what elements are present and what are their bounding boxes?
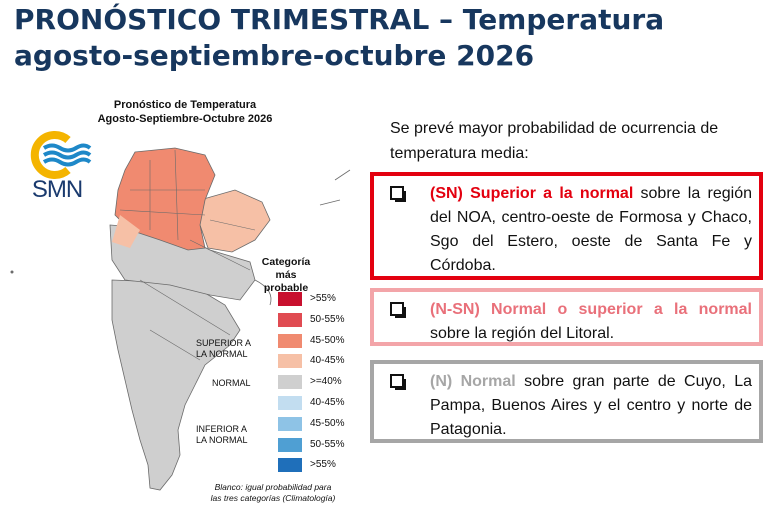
legend-item: 45-50%: [278, 416, 368, 431]
forecast-item-text: (N-SN) Normal o superior a la normal sob…: [430, 298, 752, 346]
legend-label: 45-50%: [310, 417, 345, 429]
forecast-item-normal-superior: (N-SN) Normal o superior a la normal sob…: [370, 288, 763, 346]
smn-logo-text: SMN: [31, 176, 83, 203]
forecast-item-rest: sobre la región del NOA, centro-oeste de…: [430, 185, 752, 274]
legend-label: 50-55%: [310, 438, 345, 450]
legend-item: >=40%: [278, 375, 368, 390]
forecast-item-text: (SN) Superior a la normal sobre la regió…: [430, 182, 752, 278]
legend-swatch: [278, 416, 302, 431]
legend-category-normal: NORMAL: [212, 378, 251, 388]
legend-label: >55%: [310, 293, 336, 304]
legend-label: >55%: [310, 459, 336, 471]
legend-item: 40-45%: [278, 396, 368, 410]
page-title-line2: agosto-septiembre-octubre 2026: [14, 39, 535, 72]
map-footnote-line1: Blanco: igual probabilidad para: [214, 482, 332, 492]
forecast-item-rest: sobre la región del Litoral.: [430, 325, 615, 342]
legend-item: >55%: [278, 458, 368, 473]
forecast-item-superior: (SN) Superior a la normal sobre la regió…: [370, 172, 763, 280]
legend-item: 45-50%: [278, 333, 368, 348]
smn-logo: SMN: [22, 130, 92, 210]
map-region-patagonia: [111, 279, 241, 491]
forecast-item-rest: sobre gran parte de Cuyo, La Pampa, Buen…: [430, 373, 753, 438]
map-title-line1: Pronóstico de Temperatura: [113, 99, 257, 111]
legend-swatch: [278, 333, 302, 348]
map-region-transition: [112, 215, 140, 248]
legend-swatch: [278, 312, 302, 327]
forecast-item-highlight: (N-SN) Normal o superior a la normal: [430, 301, 752, 318]
legend-swatch: [278, 292, 302, 306]
legend-swatch: [278, 396, 302, 410]
checkbox-icon: [390, 302, 406, 318]
forecast-item-highlight: (N) Normal: [430, 373, 516, 390]
legend-label: 40-45%: [310, 397, 345, 408]
legend-category-superior-line1: SUPERIOR A: [196, 338, 252, 348]
legend-category-superior-line2: LA NORMAL: [196, 349, 248, 359]
legend-item: >55%: [278, 292, 368, 306]
legend-category-superior: SUPERIOR A LA NORMAL: [196, 338, 268, 360]
map-title-line2: Agosto-Septiembre-Octubre 2026: [97, 113, 273, 125]
legend-swatch: [278, 437, 302, 452]
legend-swatch: [278, 458, 302, 473]
argentina-map: [10, 147, 351, 491]
legend-title-line1: Categoría más: [261, 256, 311, 281]
legend-item: 50-55%: [278, 312, 368, 327]
legend-title: Categoría más probable: [250, 256, 322, 295]
legend-swatch: [278, 354, 302, 369]
forecast-item-normal: (N) Normal sobre gran parte de Cuyo, La …: [370, 360, 763, 443]
forecast-item-text: (N) Normal sobre gran parte de Cuyo, La …: [430, 370, 752, 442]
checkbox-icon: [390, 374, 406, 390]
map-footnote: Blanco: igual probabilidad para las tres…: [188, 482, 358, 504]
legend-label: 50-55%: [310, 313, 345, 325]
legend-item: 50-55%: [278, 437, 368, 452]
legend-label: >=40%: [310, 376, 342, 388]
forecast-intro: Se prevé mayor probabilidad de ocurrenci…: [390, 120, 719, 162]
smn-sun-waves-icon: [30, 131, 92, 179]
map-region-noa: [114, 147, 216, 251]
legend-label: 40-45%: [310, 355, 345, 367]
legend-title-line2: probable: [263, 282, 309, 294]
page-title: PRONÓSTICO TRIMESTRAL – Temperatura agos…: [14, 2, 764, 74]
map-region-litoral: [199, 189, 271, 253]
page-title-line1: PRONÓSTICO TRIMESTRAL – Temperatura: [14, 3, 665, 36]
map-footnote-line2: las tres categorías (Climatología): [210, 493, 336, 503]
legend-category-inferior: INFERIOR A LA NORMAL: [196, 424, 268, 446]
legend-label: 45-50%: [310, 334, 345, 346]
legend-category-inferior-line2: LA NORMAL: [196, 435, 248, 445]
map-title: Pronóstico de Temperatura Agosto-Septiem…: [70, 98, 300, 126]
legend-swatch: [278, 375, 302, 390]
forecast-item-highlight: (SN) Superior a la normal: [430, 185, 634, 202]
checkbox-icon: [390, 186, 406, 202]
legend-item: 40-45%: [278, 354, 368, 369]
legend-category-inferior-line1: INFERIOR A: [196, 424, 248, 434]
